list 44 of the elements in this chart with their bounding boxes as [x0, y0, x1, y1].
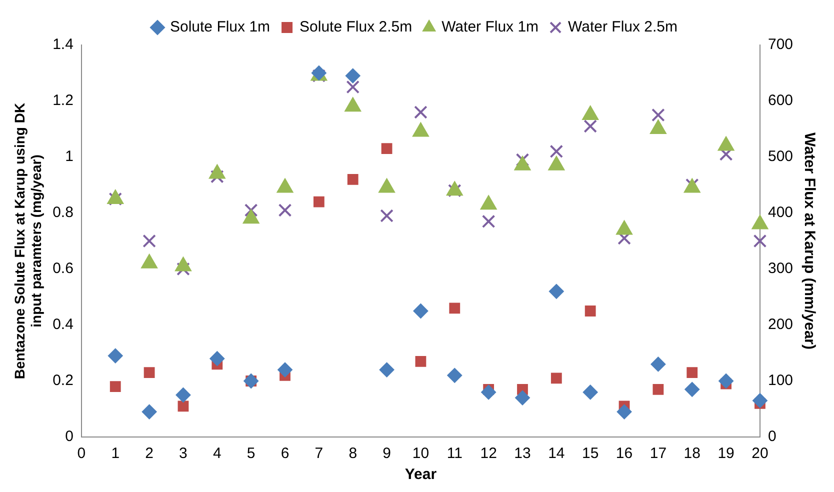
y-tick-label: 0.8 — [52, 204, 74, 222]
x-tick-label: 9 — [382, 445, 391, 462]
x-tick-label: 3 — [179, 445, 188, 462]
y-tick-label: 0.4 — [52, 316, 74, 334]
x-tick-label: 5 — [246, 445, 256, 462]
y-tick-label: 1 — [65, 148, 74, 166]
y2-tick-label: 700 — [768, 36, 794, 54]
y2-tick-label: 300 — [768, 260, 794, 278]
x-tick-label: 13 — [514, 445, 531, 462]
x-tick-label: 16 — [616, 445, 633, 462]
legend-label: Solute Flux 1m — [170, 18, 270, 36]
legend-label: Solute Flux 2.5m — [300, 18, 412, 36]
x-tick-label: 4 — [212, 445, 222, 462]
y-tick-label: 0.2 — [52, 372, 74, 390]
x-tick-label: 11 — [446, 445, 462, 462]
y2-tick-label: 600 — [768, 92, 794, 110]
x-tick-label: 6 — [280, 445, 290, 462]
x-tick-label: 8 — [348, 445, 358, 462]
x-tick-label: 17 — [650, 445, 667, 462]
y2-tick-label: 400 — [768, 204, 794, 222]
x-tick-label: 19 — [718, 445, 734, 462]
x-tick-label: 15 — [582, 445, 599, 462]
y-axis-title: Bentazone Solute Flux at Karup using DK input paramters (mg/year) — [11, 102, 44, 380]
x-tick-label: 14 — [548, 445, 565, 462]
y2-axis-title: Water Flux at Karup (mm/year) — [800, 132, 818, 350]
y2-tick-label: 100 — [768, 372, 794, 390]
x-tick-label: 10 — [412, 445, 430, 462]
y-tick-label: 1.2 — [52, 92, 74, 110]
y2-tick-label: 0 — [768, 428, 776, 446]
x-tick-label: 1 — [111, 445, 120, 462]
y2-tick-label: 200 — [768, 316, 794, 334]
x-tick-label: 12 — [480, 445, 497, 462]
y-tick-label: 0.6 — [52, 260, 74, 278]
x-tick-label: 0 — [77, 445, 86, 462]
y-tick-label: 1.4 — [52, 36, 74, 54]
legend-label: Water Flux 2.5m — [568, 18, 678, 36]
x-tick-label: 7 — [314, 445, 324, 462]
x-tick-label: 18 — [684, 445, 700, 462]
x-axis-title: Year — [404, 466, 437, 484]
y2-tick-label: 500 — [768, 148, 794, 166]
x-tick-label: 20 — [752, 445, 768, 462]
x-tick-label: 2 — [145, 445, 154, 462]
y-tick-label: 0 — [65, 428, 74, 446]
legend-label: Water Flux 1m — [442, 18, 539, 36]
